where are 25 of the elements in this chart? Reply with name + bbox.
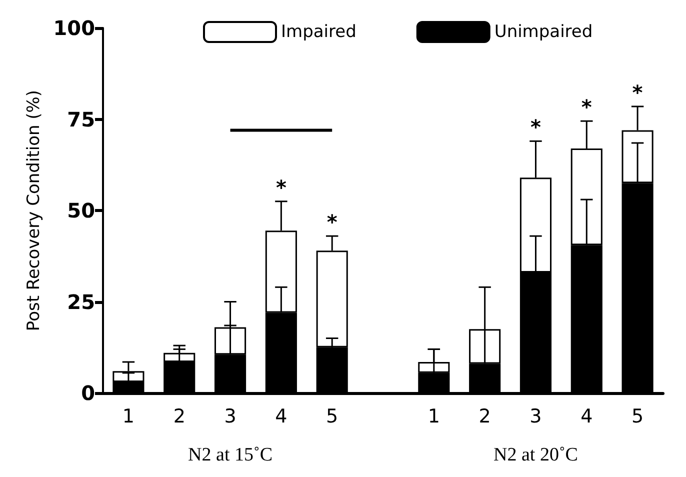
y-tick-label: 25 bbox=[67, 290, 95, 314]
x-tick-label: 1 bbox=[428, 406, 440, 428]
data-label: * bbox=[632, 80, 644, 104]
data-label: * bbox=[530, 115, 542, 140]
x-tick-label: 1 bbox=[122, 406, 134, 428]
text: N2 at 15˚C bbox=[188, 444, 272, 466]
x-tick-label: 3 bbox=[530, 406, 542, 428]
y-tick-label: 75 bbox=[67, 107, 95, 132]
y-tick-label: 0 bbox=[81, 381, 95, 405]
x-tick-label: 4 bbox=[275, 406, 288, 428]
y-tick-label: 50 bbox=[67, 198, 95, 222]
x-tick-label: 2 bbox=[173, 406, 186, 428]
x-tick-label: 3 bbox=[224, 406, 236, 428]
text: N2 at 20˚C bbox=[494, 444, 578, 466]
x-tick-label: 4 bbox=[580, 406, 593, 428]
x-tick-label: 5 bbox=[326, 406, 338, 428]
legend-label: Unimpaired bbox=[494, 22, 593, 42]
legend-label: Impaired bbox=[281, 22, 356, 42]
x-tick-label: 2 bbox=[478, 406, 491, 428]
y-axis-title: Post Recovery Condition (%) bbox=[24, 90, 44, 332]
data-label: * bbox=[276, 175, 287, 200]
x-tick-label: 5 bbox=[632, 406, 644, 428]
y-tick-label: 100 bbox=[53, 16, 95, 40]
data-label: * bbox=[326, 210, 338, 234]
data-label: * bbox=[581, 95, 592, 120]
